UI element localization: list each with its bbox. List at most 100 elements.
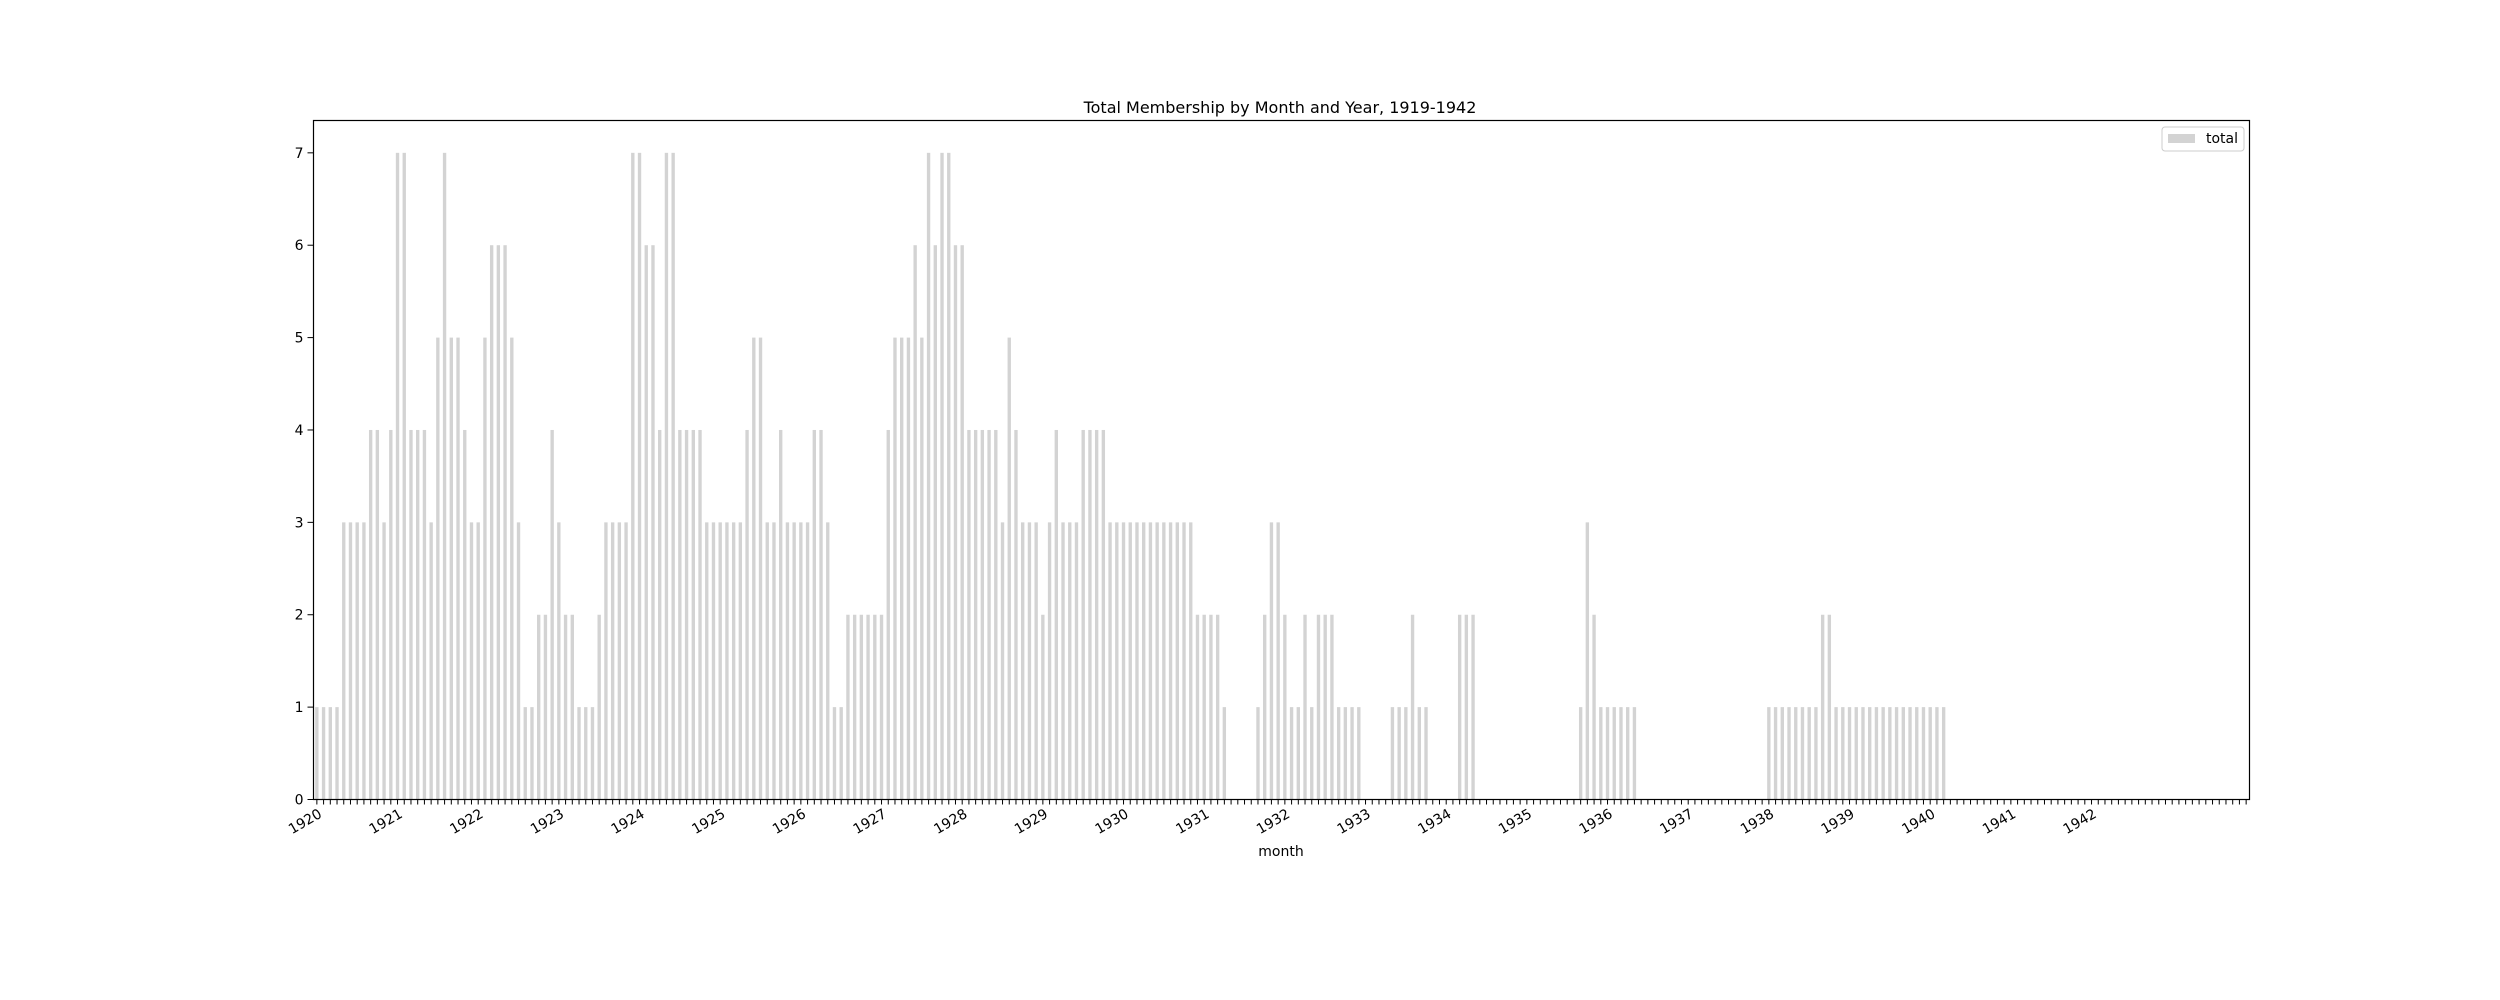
x-tick-label: 1926 — [770, 806, 809, 838]
bar — [1827, 614, 1832, 800]
bar — [537, 614, 541, 800]
bar — [758, 337, 763, 800]
bar — [1861, 707, 1865, 800]
bar — [590, 707, 595, 800]
bar — [570, 614, 574, 800]
x-tick-label: 1940 — [1899, 806, 1938, 838]
bar — [1592, 614, 1596, 800]
bar — [1417, 707, 1421, 800]
bar — [839, 707, 843, 800]
y-tick-label: 7 — [295, 146, 304, 162]
bar — [1626, 707, 1630, 800]
bar — [1901, 707, 1905, 800]
bar — [1310, 707, 1314, 800]
bar — [523, 707, 527, 800]
bar — [550, 429, 554, 800]
bar — [671, 152, 675, 800]
bar — [1894, 707, 1899, 800]
y-tick-label: 5 — [295, 331, 304, 347]
bar — [1289, 707, 1294, 800]
bar — [321, 707, 326, 800]
bar — [637, 152, 642, 800]
bar — [1027, 522, 1032, 800]
bar — [1336, 707, 1341, 800]
x-tick-label: 1929 — [1012, 806, 1051, 838]
bar — [1773, 707, 1778, 800]
bar — [1794, 707, 1798, 800]
bar — [510, 337, 514, 800]
bar — [980, 429, 985, 800]
bar — [442, 152, 447, 800]
bar — [846, 614, 850, 800]
bar — [1330, 614, 1334, 800]
plot-frame — [312, 119, 2251, 801]
y-tick-label: 3 — [295, 515, 304, 531]
bar — [779, 429, 783, 800]
bar — [1189, 522, 1193, 800]
bar — [1014, 429, 1018, 800]
bar — [1269, 522, 1274, 800]
bar — [1841, 707, 1845, 800]
x-tick-label: 1939 — [1819, 806, 1858, 838]
bar — [1807, 707, 1811, 800]
bar — [1780, 707, 1784, 800]
bar — [563, 614, 568, 800]
bar — [698, 429, 702, 800]
bar — [1128, 522, 1132, 800]
x-tick-label: 1931 — [1173, 806, 1212, 838]
bar — [1800, 707, 1805, 800]
bar — [1908, 707, 1912, 800]
bar — [631, 152, 635, 800]
bar — [1787, 707, 1791, 800]
bar — [382, 522, 386, 800]
bar — [1343, 707, 1348, 800]
bar — [463, 429, 467, 800]
bar — [1619, 707, 1623, 800]
bar — [543, 614, 548, 800]
legend-swatch — [2168, 134, 2195, 143]
bar — [745, 429, 749, 800]
bar — [738, 522, 743, 800]
bar — [584, 707, 588, 800]
bar — [967, 429, 971, 800]
bar — [395, 152, 400, 800]
bar — [1767, 707, 1771, 800]
bars-group — [315, 152, 1946, 800]
bar — [1256, 707, 1260, 800]
x-tick-label: 1938 — [1738, 806, 1777, 838]
chart-title: Total Membership by Month and Year, 1919… — [1083, 98, 1477, 117]
bar — [772, 522, 776, 800]
bar — [1814, 707, 1818, 800]
bar — [422, 429, 427, 800]
bar — [1612, 707, 1616, 800]
x-tick-label: 1921 — [367, 806, 406, 838]
bar — [1881, 707, 1885, 800]
legend-label: total — [2206, 131, 2238, 147]
bar — [805, 522, 810, 800]
bar — [731, 522, 736, 800]
bar — [489, 245, 494, 800]
bar — [496, 245, 501, 800]
x-tick-label: 1928 — [931, 806, 970, 838]
bar — [469, 522, 474, 800]
x-tick-label: 1930 — [1093, 806, 1132, 838]
x-tick-label: 1934 — [1415, 806, 1454, 838]
bar — [624, 522, 628, 800]
bar — [1820, 614, 1825, 800]
bar — [684, 429, 689, 800]
bar — [1915, 707, 1919, 800]
bar — [1148, 522, 1153, 800]
bar — [617, 522, 622, 800]
bar — [826, 522, 830, 800]
bar — [530, 707, 534, 800]
bar — [1632, 707, 1637, 800]
bar — [1935, 707, 1939, 800]
bar — [725, 522, 729, 800]
bar — [960, 245, 964, 800]
bar — [1316, 614, 1321, 800]
legend-frame — [2161, 126, 2245, 152]
bar — [893, 337, 897, 800]
x-tick-label: 1923 — [528, 806, 567, 838]
bar — [987, 429, 991, 800]
